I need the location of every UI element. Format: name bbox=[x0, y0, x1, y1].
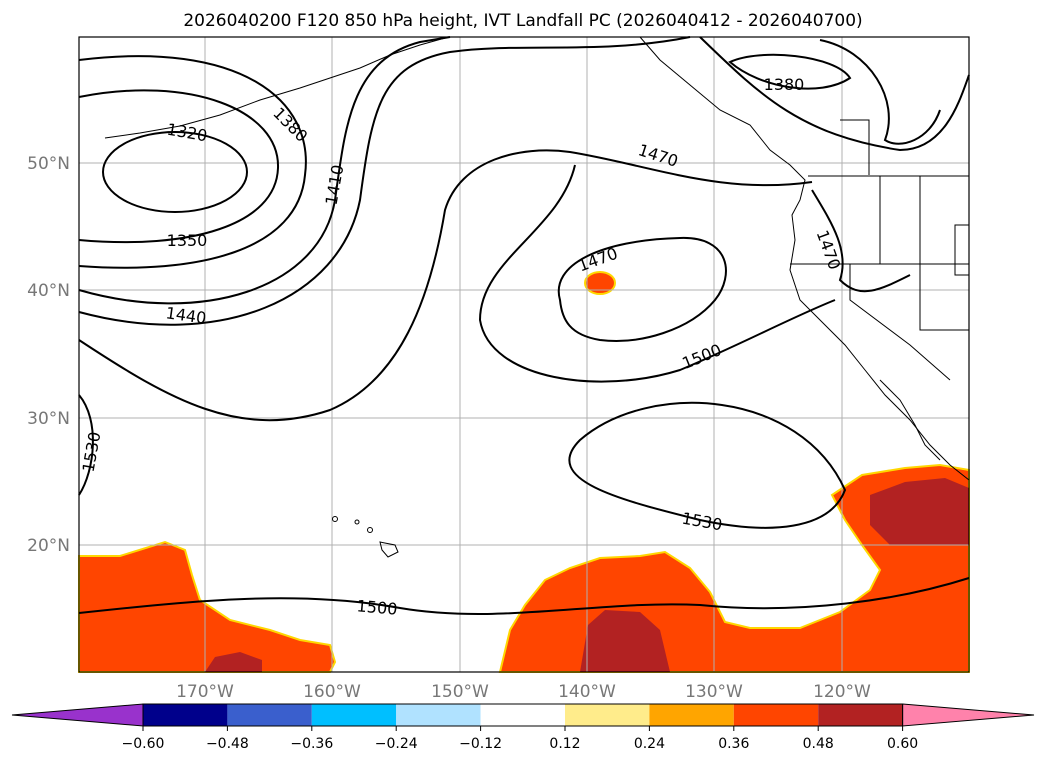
contour-label: 1380 bbox=[764, 75, 805, 94]
lon-tick: 150°W bbox=[431, 682, 489, 702]
contour-1500-south bbox=[78, 577, 970, 615]
contour-1470-east bbox=[811, 189, 911, 293]
colorbar-tick-label: 0.36 bbox=[718, 736, 749, 752]
colorbar-segment bbox=[143, 704, 228, 726]
colorbar-tick-label: −0.60 bbox=[122, 736, 165, 752]
colorbar-frame bbox=[142, 703, 904, 727]
colorbar-extend-high bbox=[902, 703, 1035, 727]
colorbar-tick-label: −0.24 bbox=[375, 736, 418, 752]
ivt-region-dark-east bbox=[870, 478, 969, 545]
colorbar-segment bbox=[311, 704, 397, 726]
colorbar-tick-label: 0.24 bbox=[634, 736, 665, 752]
height-contours bbox=[78, 36, 970, 615]
colorbar-segment bbox=[565, 704, 650, 726]
colorbar-tick-label: 0.48 bbox=[803, 736, 834, 752]
lon-tick: 160°W bbox=[303, 682, 361, 702]
lat-tick: 40°N bbox=[27, 281, 70, 301]
contour-1500 bbox=[478, 164, 836, 383]
contour-1320 bbox=[102, 131, 248, 213]
lat-tick: 50°N bbox=[27, 154, 70, 174]
ivt-region-small bbox=[584, 271, 616, 295]
colorbar-tick-label: −0.12 bbox=[459, 736, 502, 752]
colorbar-segment bbox=[818, 704, 903, 726]
lon-tick: 140°W bbox=[558, 682, 616, 702]
lon-tick: 130°W bbox=[685, 682, 743, 702]
colorbar: −0.60 −0.48 −0.36 −0.24 −0.12 0.12 0.24 0.36 0.4… bbox=[11, 703, 1035, 752]
colorbar-segment bbox=[227, 704, 312, 726]
colorbar-tick-label: −0.48 bbox=[206, 736, 249, 752]
contour-1380 bbox=[78, 55, 307, 269]
contour-1530-west bbox=[78, 394, 94, 496]
lon-tick: 170°W bbox=[176, 682, 234, 702]
contour-1470-inner bbox=[557, 236, 727, 342]
colorbar-segment bbox=[480, 704, 565, 726]
lat-tick: 20°N bbox=[27, 536, 70, 556]
coastlines bbox=[104, 36, 970, 558]
contour-1440-east bbox=[819, 39, 941, 145]
contour-1410 bbox=[78, 36, 451, 305]
contour-label: 1350 bbox=[167, 231, 208, 250]
ivt-fill bbox=[78, 271, 970, 673]
colorbar-segment bbox=[733, 704, 819, 726]
contour-1350 bbox=[78, 89, 280, 244]
contour-label: 1500 bbox=[356, 596, 398, 618]
contour-1530 bbox=[568, 401, 847, 529]
ivt-region-dark-mid bbox=[580, 610, 670, 672]
contour-1470 bbox=[78, 149, 813, 422]
contour-1380-east bbox=[728, 53, 852, 90]
colorbar-tick-label: 0.60 bbox=[887, 736, 918, 752]
colorbar-segment bbox=[396, 704, 481, 726]
colorbar-extend-low bbox=[11, 703, 144, 727]
map-frame bbox=[78, 36, 970, 673]
lat-axis: 50°N 40°N 30°N 20°N bbox=[27, 154, 70, 556]
ivt-region-west bbox=[78, 540, 337, 673]
lon-axis: 170°W 160°W 150°W 140°W 130°W 120°W bbox=[176, 682, 871, 702]
map-title: 2026040200 F120 850 hPa height, IVT Land… bbox=[183, 11, 862, 31]
colorbar-tick-label: 0.12 bbox=[549, 736, 580, 752]
contour-1440 bbox=[78, 36, 691, 326]
colorbar-tick-label: −0.36 bbox=[290, 736, 333, 752]
gridlines bbox=[79, 37, 969, 672]
contour-1410-east bbox=[699, 36, 970, 152]
ivt-region-dark-west bbox=[205, 652, 262, 672]
lon-tick: 120°W bbox=[813, 682, 871, 702]
map-area: 1320 1350 1380 1410 1440 1470 1470 1470 … bbox=[78, 36, 970, 673]
colorbar-segment bbox=[649, 704, 734, 726]
hawaii-island bbox=[332, 516, 338, 522]
lat-tick: 30°N bbox=[27, 409, 70, 429]
